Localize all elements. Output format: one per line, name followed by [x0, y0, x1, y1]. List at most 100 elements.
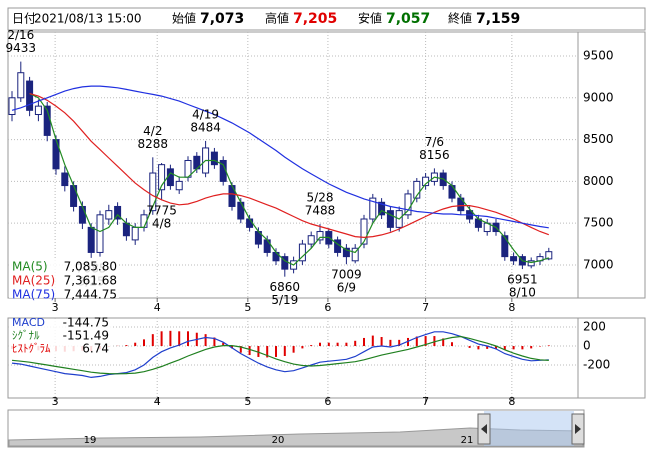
- histogram-bar: [178, 331, 180, 346]
- histogram-bar: [451, 342, 453, 346]
- histogram-bar: [187, 331, 189, 346]
- candle-body: [123, 223, 129, 236]
- candle-body: [546, 252, 552, 259]
- y-tick-label: 9000: [583, 90, 614, 104]
- annotation-date: 4/8: [152, 217, 171, 231]
- histogram-bar: [310, 345, 312, 346]
- legend-name: ｼｸﾞﾅﾙ: [12, 329, 40, 342]
- candle-body: [106, 211, 112, 219]
- candle-body: [97, 215, 103, 253]
- navigator-label: 19: [84, 435, 97, 446]
- candle-body: [176, 181, 182, 189]
- y-tick-label: 9500: [583, 48, 614, 62]
- x-tick-label: 7: [422, 301, 429, 314]
- header-label: 日付: [12, 12, 36, 26]
- header-field-value: 7,205: [293, 11, 337, 27]
- histogram-bar: [337, 343, 339, 346]
- legend-value: 7,085.80: [64, 260, 117, 274]
- candle-body: [88, 227, 94, 252]
- y-tick-label: 200: [583, 320, 606, 334]
- legend-value: 6.74: [82, 342, 109, 356]
- x-tick-label: 3: [52, 395, 59, 408]
- histogram-bar: [143, 339, 145, 346]
- annotation-date: 2/16: [7, 28, 34, 42]
- candle-body: [449, 186, 455, 199]
- annotation-date: 4/19: [192, 107, 219, 121]
- header-field-name: 始値: [172, 11, 196, 26]
- y-tick-label: 7000: [583, 257, 614, 271]
- candle-body: [79, 206, 85, 223]
- candle-body: [62, 173, 68, 186]
- y-tick-label: -200: [583, 358, 610, 372]
- histogram-bar: [372, 336, 374, 346]
- annotation-value: 8156: [419, 148, 450, 162]
- navigator-window[interactable]: [484, 411, 574, 446]
- legend-name: MA(5): [12, 260, 48, 274]
- navigator-label: 20: [272, 435, 285, 446]
- candle-body: [132, 227, 138, 240]
- histogram-bar: [469, 346, 471, 348]
- header-date: 2021/08/13 15:00: [34, 12, 142, 26]
- histogram-bar: [513, 346, 515, 349]
- annotation-value: 6860: [270, 280, 301, 294]
- candle-body: [35, 106, 41, 114]
- navigator-label: 21: [461, 435, 474, 446]
- histogram-bar: [345, 343, 347, 346]
- x-tick-label: 8: [508, 395, 515, 408]
- histogram-bar: [284, 346, 286, 356]
- annotation-value: 8288: [138, 137, 169, 151]
- y-tick-label: 8000: [583, 174, 614, 188]
- candle-body: [211, 152, 217, 165]
- annotation-value: 8484: [190, 120, 221, 134]
- histogram-bar: [134, 343, 136, 346]
- histogram-bar: [354, 341, 356, 346]
- x-tick-label: 5: [244, 301, 251, 314]
- legend-value: 7,361.68: [64, 274, 117, 288]
- histogram-bar: [301, 346, 303, 348]
- header-field-name: 高値: [265, 11, 289, 26]
- legend-value: 7,444.75: [64, 288, 117, 302]
- y-tick-label: 7500: [583, 216, 614, 230]
- histogram-bar: [381, 337, 383, 346]
- header-field-value: 7,057: [386, 11, 430, 27]
- histogram-bar: [125, 345, 127, 346]
- candle-body: [18, 73, 24, 98]
- candle-body: [405, 194, 411, 215]
- candle-body: [264, 240, 270, 253]
- x-tick-label: 4: [154, 301, 161, 314]
- annotation-value: 7009: [331, 268, 362, 282]
- x-tick-label: 4: [154, 395, 161, 408]
- histogram-bar: [205, 334, 207, 346]
- histogram-bar: [530, 346, 532, 348]
- header-field-name: 安値: [358, 11, 382, 26]
- histogram-bar: [328, 343, 330, 346]
- candle-body: [71, 186, 77, 207]
- legend-value: -144.75: [63, 316, 109, 330]
- x-tick-label: 3: [52, 301, 59, 314]
- header-field-value: 7,159: [476, 11, 520, 27]
- legend-name: MA(25): [12, 274, 55, 288]
- y-tick-label: 8500: [583, 132, 614, 146]
- candle-body: [9, 98, 15, 115]
- candle-body: [167, 169, 173, 186]
- annotation-value: 7775: [146, 204, 177, 218]
- annotation-value: 6951: [507, 273, 538, 287]
- annotation-date: 6/9: [337, 281, 356, 295]
- x-tick-label: 7: [422, 395, 429, 408]
- histogram-bar: [521, 346, 523, 349]
- annotation-date: 4/2: [143, 124, 162, 138]
- candle-body: [502, 236, 508, 257]
- x-tick-label: 8: [508, 301, 515, 314]
- histogram-bar: [319, 343, 321, 346]
- annotation-value: 9433: [6, 41, 37, 55]
- x-tick-label: 5: [244, 395, 251, 408]
- histogram-bar: [477, 346, 479, 349]
- header-field-name: 終値: [448, 11, 472, 26]
- histogram-bar: [389, 340, 391, 346]
- histogram-bar: [275, 346, 277, 357]
- histogram-bar: [249, 346, 251, 355]
- x-tick-label: 6: [324, 301, 331, 314]
- candle-body: [247, 219, 253, 227]
- annotation-date: 5/28: [307, 191, 334, 205]
